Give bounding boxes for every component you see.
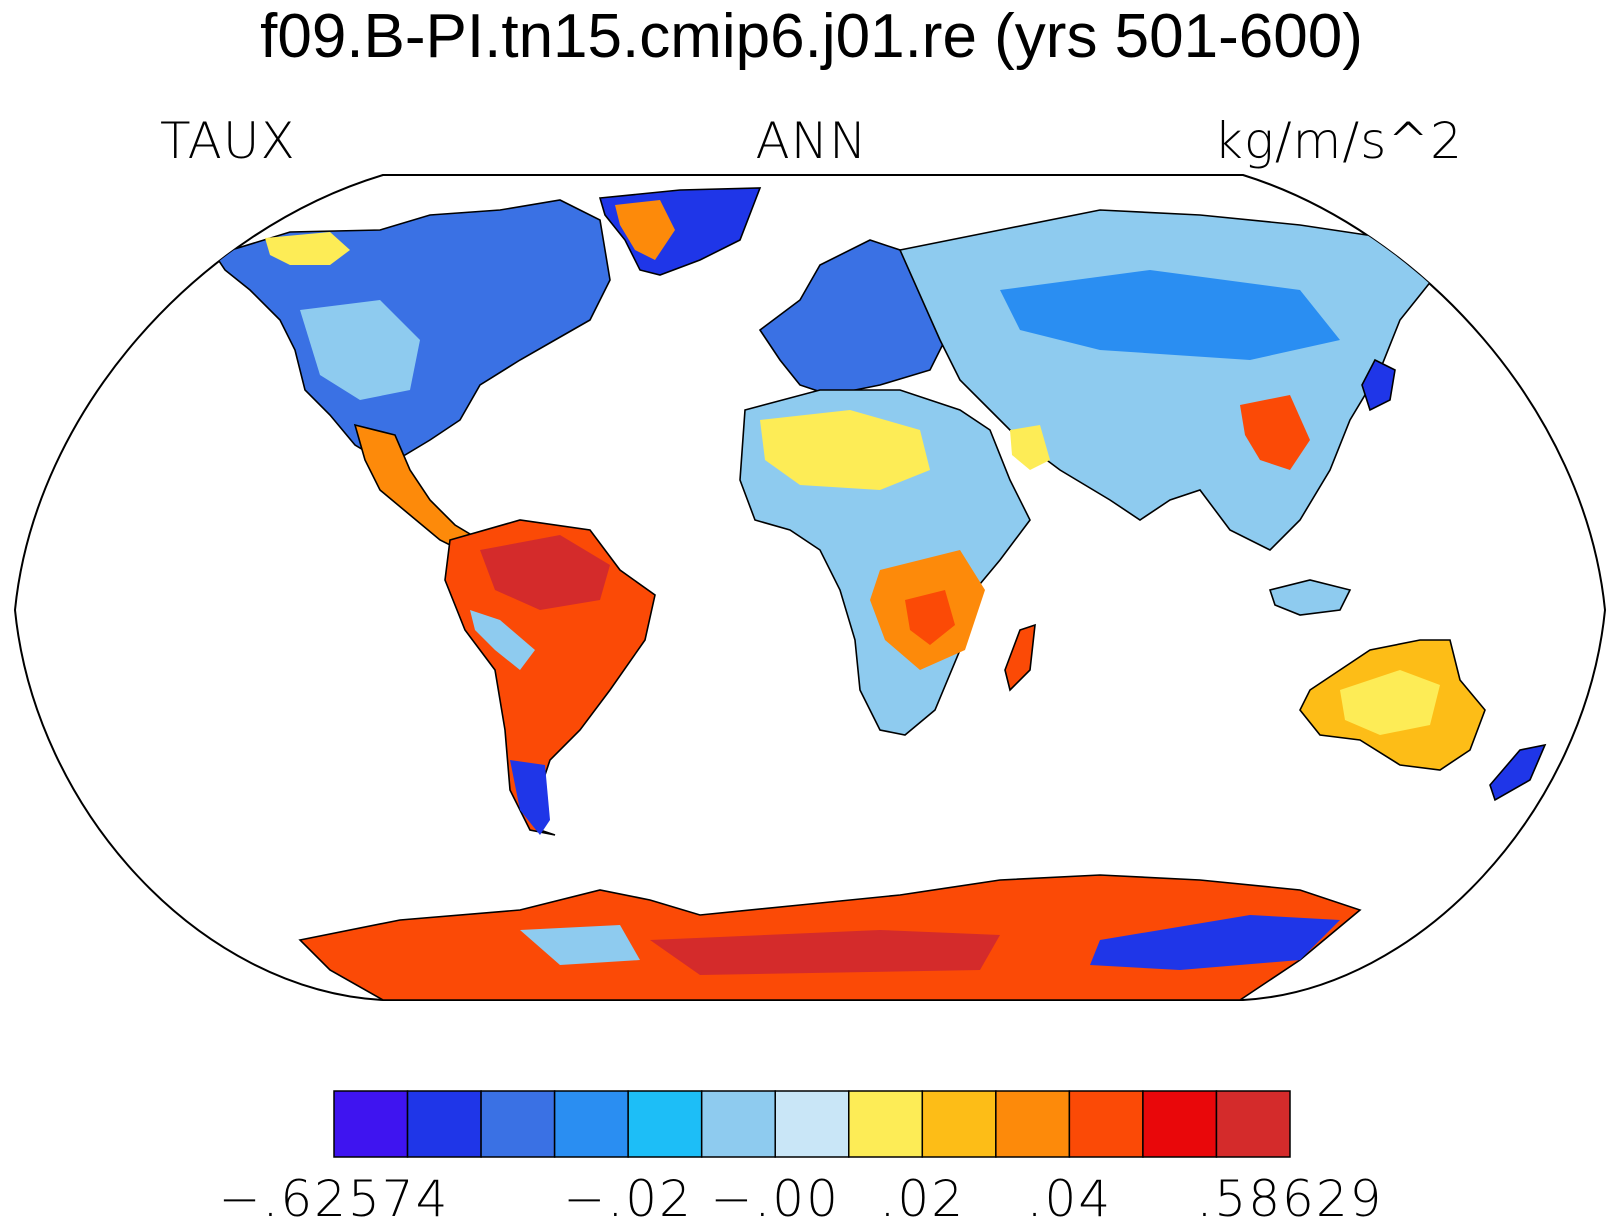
indonesia-landmass xyxy=(1268,579,1352,616)
units-label: kg/m/s^2 xyxy=(1213,112,1463,170)
colorbar-swatch-8 xyxy=(921,1090,997,1158)
variable-label: TAUX xyxy=(160,112,296,170)
colorbar-swatch-4 xyxy=(627,1090,703,1158)
antarctica-light xyxy=(520,925,640,965)
antarctica-blue-band xyxy=(1090,915,1340,970)
colorbar-label-5: .58629 xyxy=(1196,1170,1384,1228)
colorbar-label-0: −.62574 xyxy=(218,1170,450,1228)
sahara-warm xyxy=(760,410,930,490)
madagascar-landmass xyxy=(1004,623,1036,692)
north-america-west-warm xyxy=(265,232,350,265)
patagonia-cool xyxy=(510,760,550,835)
colorbar-swatch-0 xyxy=(333,1090,409,1158)
season-label: ANN xyxy=(755,112,868,170)
greenland-warm xyxy=(615,200,675,260)
north-america-light xyxy=(300,300,420,400)
colorbar-swatch-3 xyxy=(553,1090,629,1158)
colorbar-swatch-6 xyxy=(774,1090,850,1158)
colorbar-label-2: −.00 xyxy=(710,1170,840,1228)
china-warm xyxy=(1240,395,1310,470)
amazon-core xyxy=(480,535,610,610)
colorbar-label-4: .04 xyxy=(1026,1170,1113,1228)
new-zealand-landmass xyxy=(1489,743,1547,802)
figure-title: f09.B-PI.tn15.cmip6.j01.re (yrs 501-600) xyxy=(260,2,1363,71)
colorbar-swatch-7 xyxy=(848,1090,924,1158)
colorbar-swatch-12 xyxy=(1215,1090,1291,1158)
asia-blue-band xyxy=(1000,270,1340,360)
colorbar-swatch-10 xyxy=(1068,1090,1144,1158)
antarctica-core xyxy=(650,930,1000,975)
colorbar-swatch-5 xyxy=(700,1090,776,1158)
colorbar xyxy=(333,1090,1291,1158)
colorbar-swatch-11 xyxy=(1142,1090,1218,1158)
colorbar-swatch-2 xyxy=(480,1090,556,1158)
japan-landmass xyxy=(1361,358,1396,412)
colorbar-label-1: −.02 xyxy=(563,1170,693,1228)
middle-east-warm xyxy=(1010,425,1050,470)
southern-africa-core xyxy=(905,590,955,645)
world-map xyxy=(13,174,1607,1001)
colorbar-swatch-9 xyxy=(995,1090,1071,1158)
australia-core xyxy=(1340,670,1440,735)
andes-cool xyxy=(470,610,535,670)
colorbar-label-3: .02 xyxy=(879,1170,966,1228)
colorbar-swatch-1 xyxy=(406,1090,482,1158)
